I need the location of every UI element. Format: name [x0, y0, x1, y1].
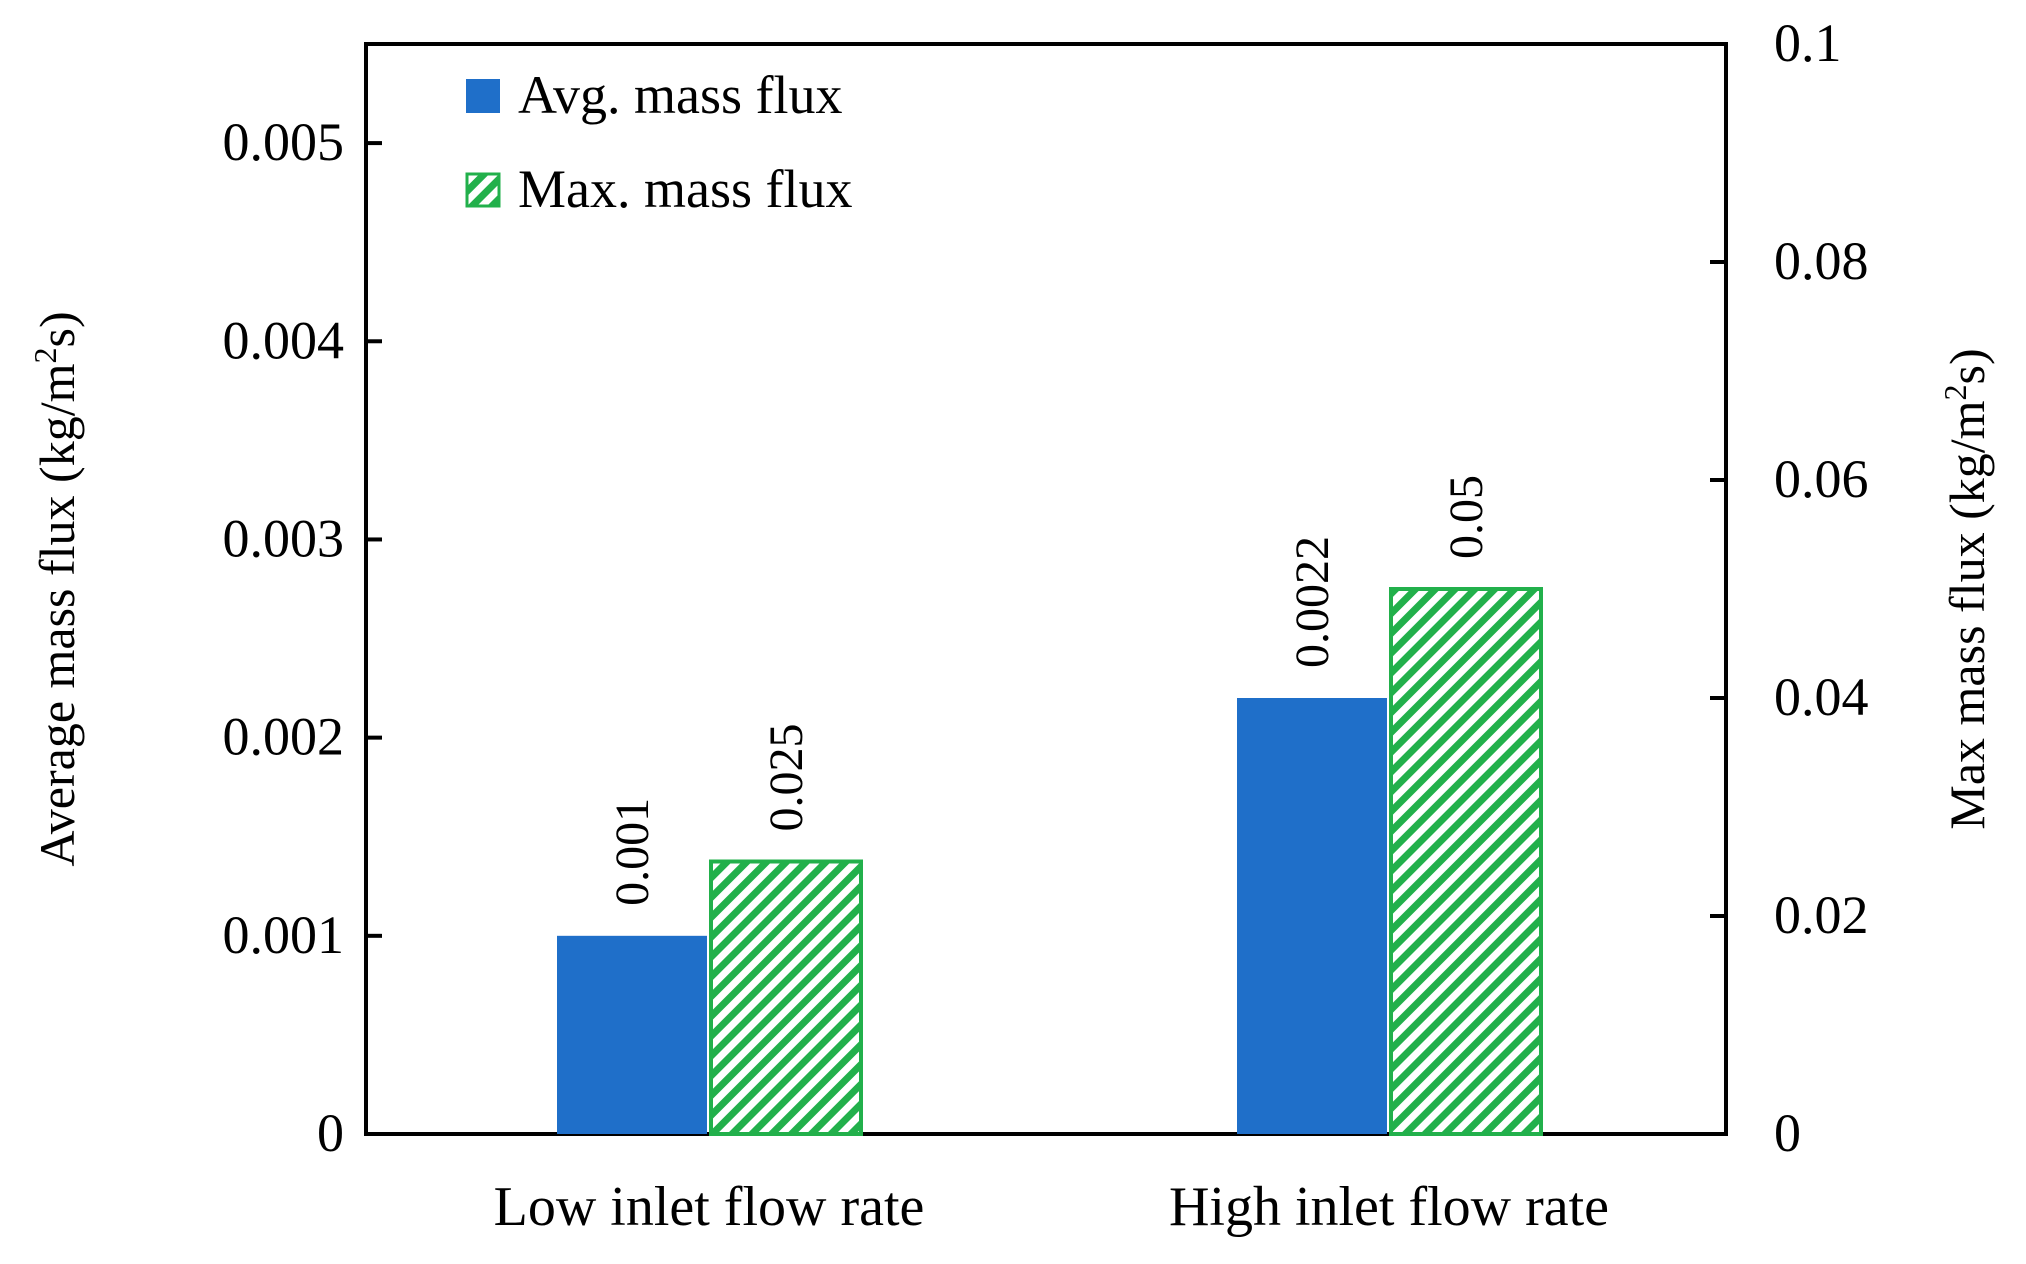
bar-max-mass-flux-high [1389, 587, 1543, 1136]
bar-value-label: 0.05 [1440, 475, 1493, 559]
legend-swatch-max [465, 172, 501, 208]
left-axis-title: Average mass flux (kg/m2s) [27, 311, 85, 866]
left-tick-label: 0.003 [223, 508, 345, 568]
right-tick-label: 0.1 [1774, 13, 1842, 73]
left-tick-label: 0.004 [223, 310, 345, 370]
bar-max-mass-flux-low [709, 859, 863, 1136]
bars [557, 587, 1543, 1136]
left-tick-label: 0.002 [223, 707, 345, 767]
bar-value-label: 0.001 [606, 798, 659, 906]
right-axis: 0 0.02 0.04 0.06 0.08 0.1 [1710, 13, 1869, 1163]
bar-value-label: 0.025 [760, 724, 813, 832]
left-tick-label: 0 [317, 1103, 344, 1163]
bar-value-labels: 0.001 0.0022 0.025 0.05 [606, 475, 1493, 906]
left-tick-label: 0.005 [223, 112, 345, 172]
right-tick-label: 0.08 [1774, 231, 1869, 291]
right-axis-title: Max mass flux (kg/m2s) [1937, 348, 1995, 829]
legend-swatch-avg [466, 79, 500, 113]
right-tick-label: 0.04 [1774, 667, 1869, 727]
category-label: Low inlet flow rate [494, 1176, 925, 1238]
category-label: High inlet flow rate [1169, 1176, 1609, 1238]
left-tick-label: 0.001 [223, 905, 345, 965]
x-axis: Low inlet flow rate High inlet flow rate [494, 1176, 1609, 1238]
bar-avg-mass-flux-high [1237, 698, 1387, 1134]
right-tick-label: 0.06 [1774, 449, 1869, 509]
plot-frame [364, 42, 1728, 1136]
legend-label-avg: Avg. mass flux [518, 65, 842, 125]
legend: Avg. mass flux Max. mass flux [465, 65, 852, 219]
bar-avg-mass-flux-low [557, 935, 707, 1134]
bar-value-label: 0.0022 [1286, 536, 1339, 668]
right-tick-label: 0.02 [1774, 885, 1869, 945]
right-tick-label: 0 [1774, 1103, 1801, 1163]
legend-label-max: Max. mass flux [518, 159, 852, 219]
left-axis: 0 0.001 0.002 0.003 0.004 0.005 [223, 112, 382, 1163]
